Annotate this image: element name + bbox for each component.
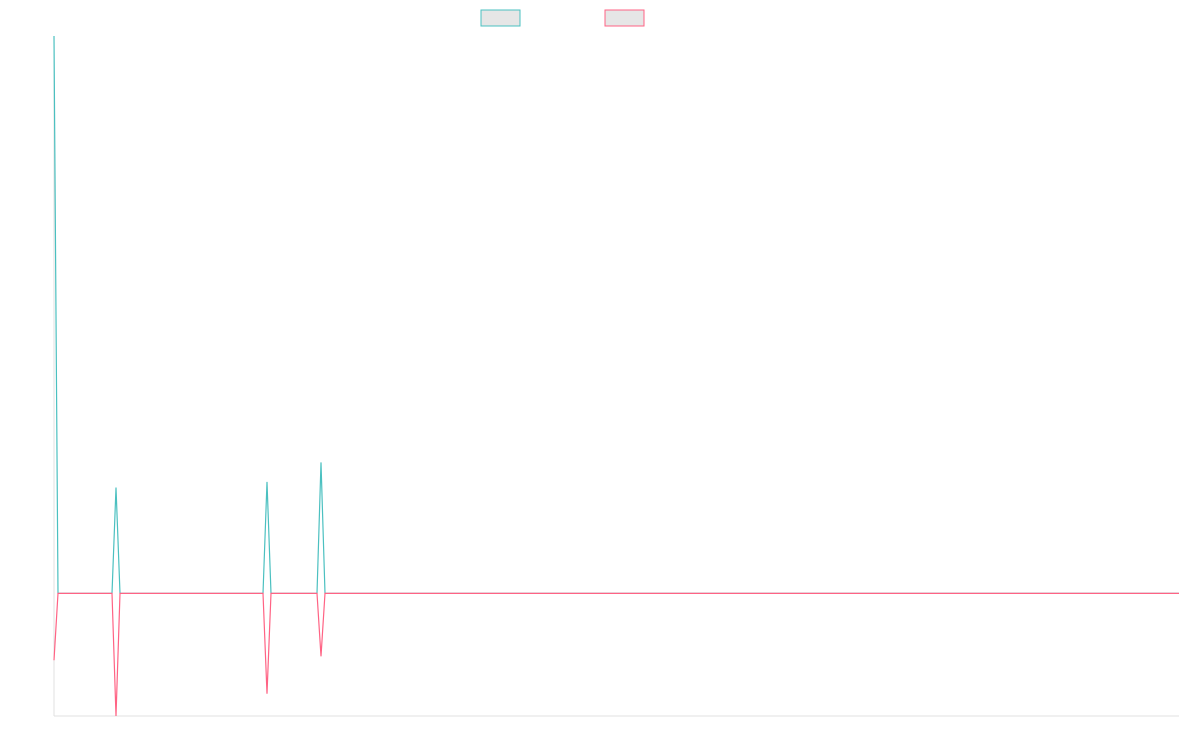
legend-swatch[interactable] <box>480 9 521 27</box>
legend-swatch[interactable] <box>604 9 645 27</box>
series-line <box>53 592 1179 717</box>
series-line <box>53 35 1179 594</box>
